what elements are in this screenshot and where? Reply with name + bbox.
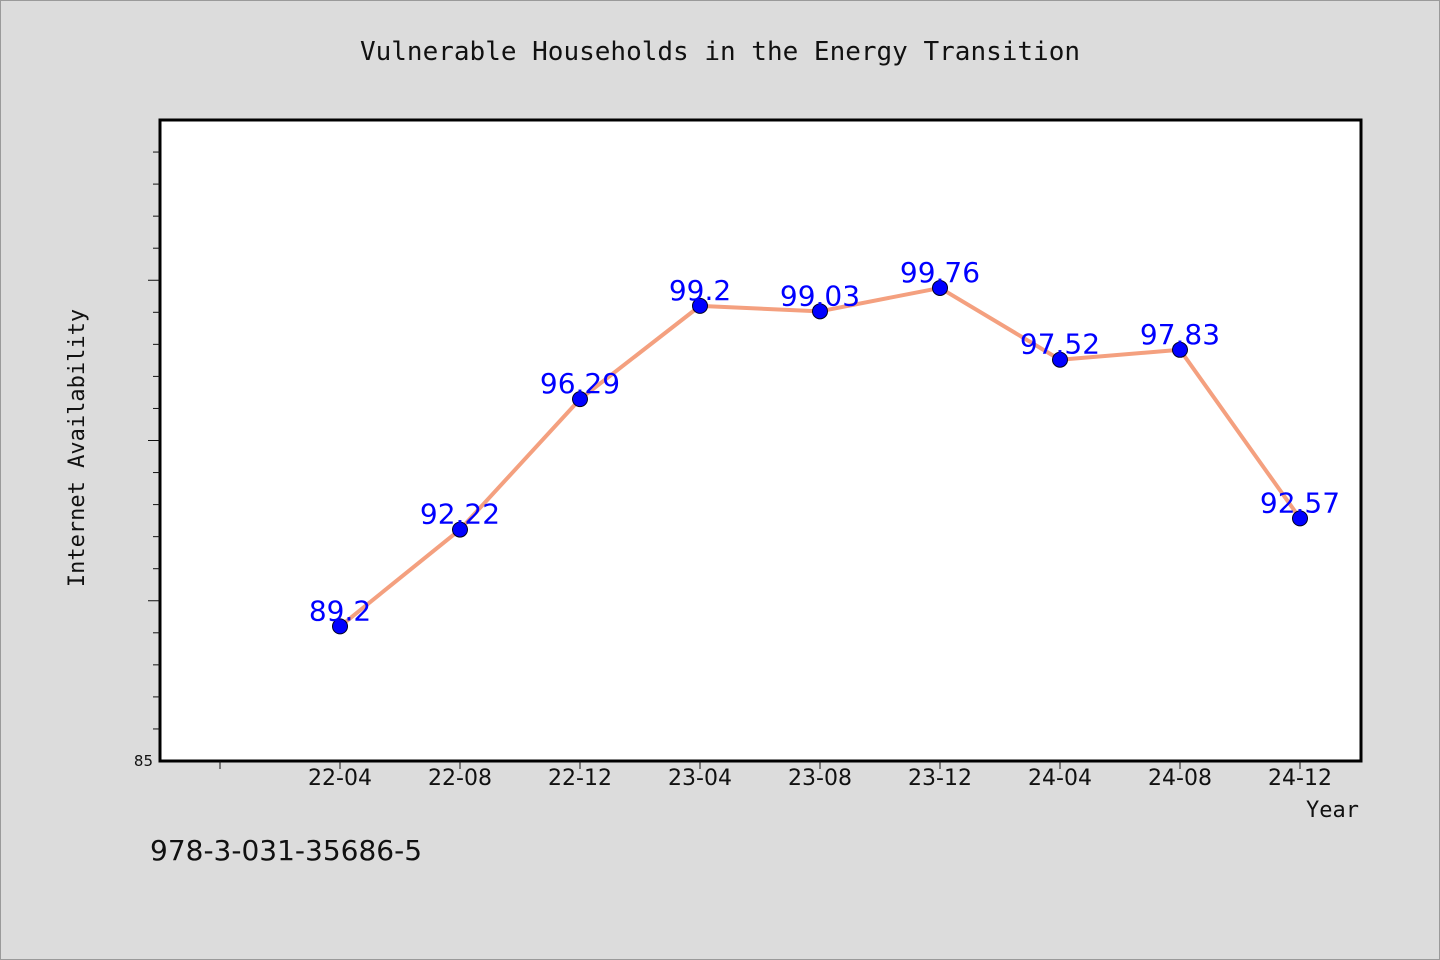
data-point	[452, 521, 468, 538]
chart-title: Vulnerable Households in the Energy Tran…	[360, 37, 1080, 67]
data-point	[932, 279, 948, 296]
x-tick-label: 24-12	[1268, 766, 1332, 791]
x-tick-label: 23-12	[908, 766, 972, 791]
series-markers	[332, 279, 1308, 635]
data-point	[572, 391, 588, 408]
x-axis-ticks	[219, 761, 1301, 769]
data-point	[692, 297, 708, 314]
x-tick-label: 24-04	[1028, 766, 1092, 791]
x-tick-label: 23-08	[788, 766, 852, 791]
data-label: 89.2	[309, 594, 371, 627]
plot-area	[158, 118, 1363, 763]
x-tick-label: 22-08	[428, 766, 492, 791]
x-tick-label: 24-08	[1148, 766, 1212, 791]
data-point	[1172, 341, 1188, 358]
data-label: 96.29	[540, 367, 620, 400]
x-axis-label: Year	[1306, 798, 1359, 823]
x-tick-label: 23-04	[668, 766, 732, 791]
y-axis-ticks	[148, 151, 160, 730]
data-label: 99.76	[900, 256, 980, 289]
data-label: 97.83	[1140, 318, 1220, 351]
data-labels: 89.2 92.22 96.29 99.2 99.03 99.76 97.52 97.83 92…	[309, 256, 1340, 627]
data-label: 99.2	[669, 274, 731, 307]
x-tick-labels: 22-04 22-08 22-12 23-04 23-08 23-12 24-04 24-08…	[308, 766, 1332, 791]
y-tick-label-85: 85	[134, 752, 153, 770]
data-label: 92.57	[1260, 486, 1340, 519]
data-point	[1052, 351, 1068, 368]
y-axis-label: Internet Availability	[65, 309, 90, 587]
data-point	[812, 303, 828, 320]
x-tick-label: 22-12	[548, 766, 612, 791]
data-point	[332, 618, 348, 635]
data-label: 99.03	[780, 279, 860, 312]
data-label: 92.22	[420, 498, 500, 531]
data-point	[1292, 510, 1308, 527]
x-tick-label: 22-04	[308, 766, 372, 791]
isbn-footer: 978-3-031-35686-5	[150, 834, 423, 867]
data-label: 97.52	[1020, 328, 1100, 361]
